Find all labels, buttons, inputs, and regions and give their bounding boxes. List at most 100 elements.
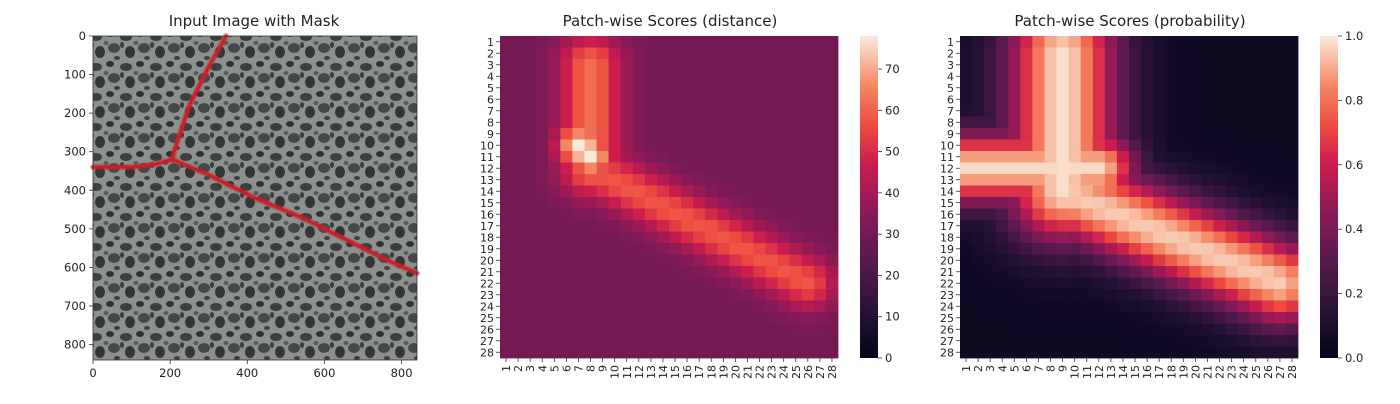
heatmap-cell	[1092, 312, 1106, 324]
heatmap-cell	[656, 162, 670, 175]
heatmap-cell	[681, 82, 694, 94]
heatmap-cell	[656, 231, 670, 244]
heatmap-cell	[693, 197, 706, 209]
heatmap-cell	[584, 116, 597, 129]
heatmap-cell	[1189, 231, 1202, 244]
heatmap-cell	[524, 47, 537, 60]
x-tick-label: 27	[814, 365, 827, 379]
heatmap-cell	[644, 243, 658, 255]
heatmap-cell	[729, 312, 742, 324]
heatmap-cell	[984, 47, 997, 60]
heatmap-cell	[777, 266, 791, 278]
heatmap-cell	[1129, 312, 1142, 324]
y-tick-label: 4	[487, 70, 494, 83]
heatmap-cell	[512, 151, 525, 163]
heatmap-cell	[777, 139, 791, 152]
y-tick-label: 18	[940, 231, 954, 244]
x-tick-label: 7	[573, 365, 586, 372]
heatmap-cell	[1092, 105, 1106, 117]
heatmap-cell	[524, 151, 537, 163]
heatmap-cell	[1056, 323, 1070, 336]
heatmap-cell	[632, 47, 646, 60]
heatmap-cell	[984, 162, 997, 175]
heatmap-cell	[1104, 82, 1118, 94]
heatmap-cell	[681, 254, 694, 267]
heatmap-cell	[512, 197, 525, 209]
heatmap-cell	[608, 116, 622, 129]
heatmap-cell	[1249, 254, 1263, 267]
heatmap-cell	[1104, 266, 1118, 278]
heatmap-cell	[705, 174, 718, 186]
y-tick-label: 16	[480, 208, 494, 221]
heatmap-cell	[1285, 162, 1299, 175]
heatmap-cell	[1225, 47, 1239, 60]
heatmap-cell	[608, 266, 622, 278]
heatmap-cell	[524, 105, 537, 117]
heatmap-cell	[1177, 243, 1190, 255]
heatmap-cell	[1056, 266, 1070, 278]
heatmap-cell	[996, 266, 1009, 278]
heatmap-cell	[1237, 266, 1251, 278]
heatmap-cell	[1273, 300, 1287, 313]
heatmap-cell	[1020, 335, 1033, 347]
heatmap-cell	[560, 59, 573, 71]
heatmap-cell	[1237, 47, 1251, 60]
heatmap-cell	[1092, 197, 1106, 209]
heatmap-cell	[1092, 174, 1106, 186]
heatmap-cell	[1237, 231, 1251, 244]
heatmap-cell	[1020, 300, 1033, 313]
heatmap-cell	[741, 300, 754, 313]
y-axis: 1234567891011121314151617181920212223242…	[480, 36, 500, 359]
heatmap-cell	[960, 93, 973, 106]
heatmap-cell	[500, 162, 513, 175]
heatmap-cell	[1177, 47, 1190, 60]
x-tick-label: 25	[790, 365, 803, 379]
heatmap-cell	[632, 59, 646, 71]
heatmap-cell	[765, 185, 779, 198]
heatmap-cell	[1225, 300, 1239, 313]
heatmap-cell	[1189, 335, 1202, 347]
heatmap-cell	[789, 346, 803, 359]
heatmap-cell	[1008, 116, 1021, 129]
heatmap-cell	[632, 277, 646, 290]
heatmap-cell	[1249, 300, 1263, 313]
heatmap-cell	[560, 346, 573, 359]
heatmap-cell	[536, 254, 549, 267]
heatmap-cell	[1008, 36, 1021, 48]
heatmap-cell	[996, 254, 1009, 267]
heatmap-cell	[1189, 312, 1202, 324]
heatmap-cell	[765, 254, 779, 267]
heatmap-cell	[500, 277, 513, 290]
heatmap-cell	[1153, 128, 1166, 140]
heatmap-cell	[1032, 36, 1045, 48]
heatmap-cell	[1080, 323, 1094, 336]
heatmap-cell	[1189, 139, 1202, 152]
heatmap-cell	[596, 335, 610, 347]
heatmap-cell	[608, 36, 622, 48]
heatmap-cell	[813, 151, 827, 163]
heatmap-cell	[1116, 59, 1130, 71]
heatmap-cell	[1129, 36, 1142, 48]
heatmap-cell	[1020, 162, 1033, 175]
heatmap-cell	[644, 36, 658, 48]
heatmap-cell	[1044, 197, 1057, 209]
heatmap-cell	[656, 323, 670, 336]
heatmap-cell	[717, 346, 730, 359]
heatmap-cell	[1213, 128, 1226, 140]
heatmap-cell	[1249, 266, 1263, 278]
heatmap-cell	[644, 277, 658, 290]
heatmap-cell	[1116, 300, 1130, 313]
heatmap-cell	[960, 289, 973, 301]
heatmap-cell	[1008, 151, 1021, 163]
heatmap-cell	[1237, 116, 1251, 129]
heatmap-cell	[996, 151, 1009, 163]
y-tick-label: 8	[947, 116, 954, 129]
heatmap-cell	[524, 162, 537, 175]
heatmap-cell	[500, 208, 513, 221]
heatmap-cell	[984, 289, 997, 301]
heatmap-cell	[777, 220, 791, 232]
heatmap-cell	[524, 335, 537, 347]
heatmap-cell	[669, 266, 682, 278]
heatmap-cell	[632, 335, 646, 347]
heatmap-cell	[1153, 174, 1166, 186]
